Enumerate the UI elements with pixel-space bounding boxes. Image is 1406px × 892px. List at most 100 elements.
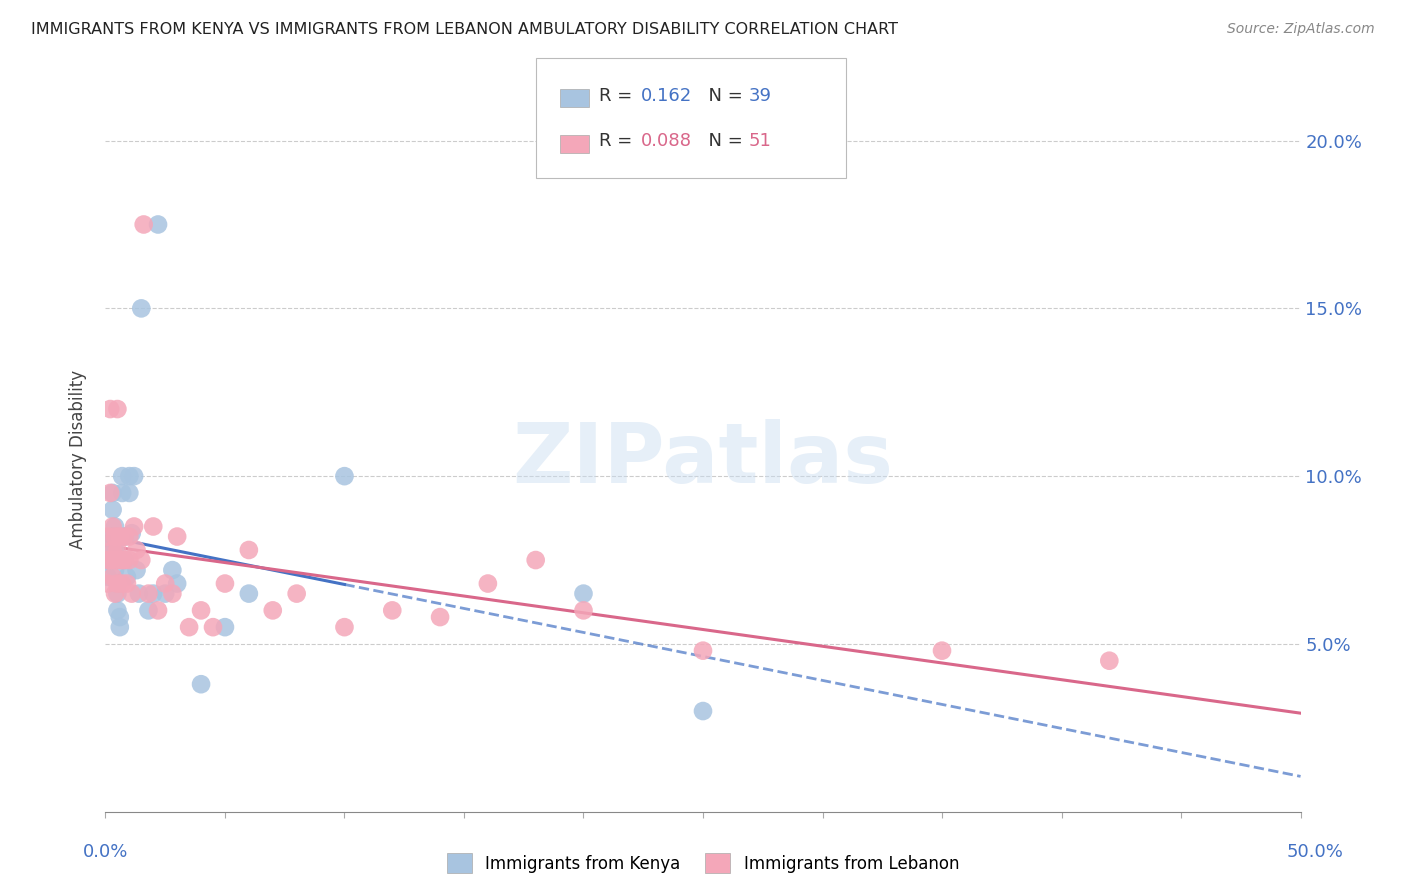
- Point: [429, 610, 451, 624]
- Text: 0.088: 0.088: [641, 132, 692, 150]
- Point: [572, 586, 595, 600]
- Text: N =: N =: [697, 87, 748, 105]
- Point: [107, 402, 129, 417]
- Point: [177, 620, 201, 634]
- Point: [107, 586, 129, 600]
- Point: [118, 469, 141, 483]
- Point: [107, 603, 129, 617]
- Point: [101, 486, 124, 500]
- Point: [138, 603, 160, 617]
- Text: 50.0%: 50.0%: [1286, 843, 1343, 861]
- Point: [214, 620, 236, 634]
- Point: [122, 469, 145, 483]
- Point: [114, 553, 136, 567]
- Point: [153, 586, 177, 600]
- Point: [108, 610, 131, 624]
- Point: [381, 603, 404, 617]
- Point: [101, 570, 124, 584]
- Text: 39: 39: [748, 87, 772, 105]
- Point: [477, 576, 499, 591]
- Text: N =: N =: [697, 132, 748, 150]
- Point: [572, 603, 595, 617]
- Point: [333, 620, 356, 634]
- Point: [118, 530, 141, 544]
- Point: [101, 502, 124, 516]
- Point: [153, 576, 177, 591]
- FancyBboxPatch shape: [536, 58, 846, 178]
- Text: 51: 51: [748, 132, 772, 150]
- Point: [166, 576, 188, 591]
- Point: [107, 543, 129, 558]
- Point: [132, 218, 155, 232]
- Point: [162, 586, 184, 600]
- Y-axis label: Ambulatory Disability: Ambulatory Disability: [69, 370, 87, 549]
- Point: [107, 576, 129, 591]
- Text: ZIPatlas: ZIPatlas: [513, 419, 893, 500]
- Point: [142, 586, 165, 600]
- Point: [98, 553, 121, 567]
- Point: [104, 543, 127, 558]
- Point: [101, 543, 124, 558]
- Text: R =: R =: [599, 87, 638, 105]
- Point: [115, 576, 138, 591]
- Point: [104, 530, 127, 544]
- Point: [524, 553, 547, 567]
- Point: [125, 563, 148, 577]
- Point: [238, 543, 260, 558]
- Point: [129, 301, 153, 316]
- Point: [104, 553, 127, 567]
- Point: [138, 586, 160, 600]
- Point: [162, 563, 184, 577]
- Point: [118, 553, 141, 567]
- Text: Source: ZipAtlas.com: Source: ZipAtlas.com: [1227, 22, 1375, 37]
- Point: [128, 586, 150, 600]
- Point: [121, 586, 143, 600]
- Point: [146, 603, 169, 617]
- Point: [97, 576, 120, 591]
- Point: [125, 543, 148, 558]
- Text: R =: R =: [599, 132, 638, 150]
- Point: [108, 553, 131, 567]
- Point: [107, 576, 129, 591]
- Point: [111, 576, 134, 591]
- Point: [1098, 654, 1121, 668]
- Point: [104, 586, 127, 600]
- Point: [98, 486, 121, 500]
- Legend: Immigrants from Kenya, Immigrants from Lebanon: Immigrants from Kenya, Immigrants from L…: [440, 847, 966, 880]
- FancyBboxPatch shape: [560, 136, 589, 153]
- Point: [98, 402, 121, 417]
- Point: [111, 486, 134, 500]
- Point: [114, 553, 136, 567]
- Point: [111, 553, 134, 567]
- Point: [121, 526, 143, 541]
- Point: [214, 576, 236, 591]
- Point: [104, 519, 127, 533]
- Text: 0.162: 0.162: [641, 87, 692, 105]
- Point: [190, 603, 212, 617]
- Point: [129, 553, 153, 567]
- Point: [692, 704, 714, 718]
- Point: [285, 586, 308, 600]
- Point: [97, 570, 120, 584]
- Point: [118, 486, 141, 500]
- Text: IMMIGRANTS FROM KENYA VS IMMIGRANTS FROM LEBANON AMBULATORY DISABILITY CORRELATI: IMMIGRANTS FROM KENYA VS IMMIGRANTS FROM…: [31, 22, 898, 37]
- Text: 0.0%: 0.0%: [83, 843, 128, 861]
- Point: [692, 643, 714, 657]
- Point: [98, 536, 121, 550]
- Point: [122, 519, 145, 533]
- Point: [111, 469, 134, 483]
- Point: [114, 530, 136, 544]
- Point: [101, 519, 124, 533]
- Point: [262, 603, 284, 617]
- Point: [97, 553, 120, 567]
- Point: [115, 570, 138, 584]
- Point: [108, 620, 131, 634]
- Point: [202, 620, 225, 634]
- Point: [146, 218, 169, 232]
- FancyBboxPatch shape: [560, 89, 589, 107]
- Point: [97, 553, 120, 567]
- Point: [238, 586, 260, 600]
- Point: [931, 643, 953, 657]
- Point: [108, 530, 131, 544]
- Point: [142, 519, 165, 533]
